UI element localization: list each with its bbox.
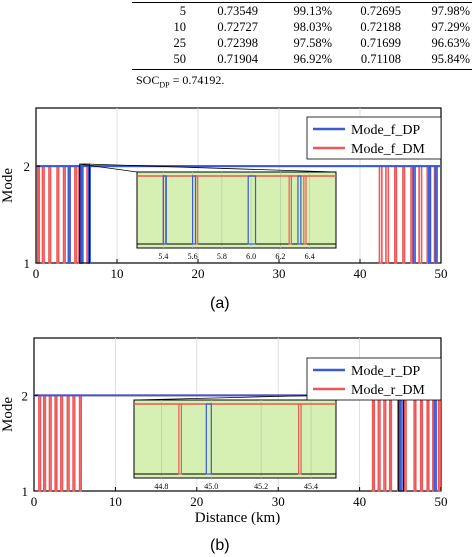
inset-tick-label: 45.4 <box>304 482 318 491</box>
series-pulse-Mode_f_DP <box>412 165 416 264</box>
legend-box <box>306 116 442 160</box>
table-cell: 10 <box>173 20 187 34</box>
table-row: 50 0.71904 96.92% 0.71108 95.84% <box>132 52 472 68</box>
inset-tick-label: 5.8 <box>217 252 227 261</box>
inset-pulse-dp <box>247 175 257 245</box>
inset-pulse-dp <box>297 175 302 245</box>
table-cell: 0.71904 <box>217 52 258 66</box>
x-tick-label: 30 <box>272 494 285 509</box>
table-cell: 95.84% <box>431 52 470 66</box>
legend-label: Mode_f_DM <box>351 142 425 157</box>
footnote-value: = 0.74192. <box>169 73 225 87</box>
x-tick-label: 0 <box>31 494 38 509</box>
inset-pulse-dp <box>162 175 167 245</box>
table-bottom-rule <box>132 69 472 70</box>
table-cell: 97.58% <box>293 36 332 50</box>
x-tick-label: 20 <box>190 494 203 509</box>
inset-tick-label: 6.0 <box>246 252 256 261</box>
chart-panel-a: 0 10 20 30 40 50 1 2 Mode 5.4 5.6 5.8 6.0 6.2 6.4 Mode_… <box>0 107 448 281</box>
x-tick-label: 40 <box>354 266 367 281</box>
x-tick-label: 10 <box>111 266 124 281</box>
inset-tick-label: 45.0 <box>204 482 218 491</box>
table-cell: 99.13% <box>293 4 332 18</box>
chart-panel-b: 0 10 20 30 40 50 1 2 Mode Distance (km) 44.8 45.0 45… <box>0 337 448 526</box>
y-tick-label: 1 <box>24 256 31 271</box>
series-pulse-Mode_f_DP <box>434 165 438 264</box>
x-tick-label: 30 <box>273 266 286 281</box>
footnote-subscript: DP <box>159 80 170 90</box>
inset-pulse-dm <box>297 403 302 475</box>
inset-tick-label: 6.2 <box>275 252 285 261</box>
table-cell: 97.29% <box>431 20 470 34</box>
legend-label: Mode_r_DM <box>351 383 425 398</box>
zoom-connector <box>89 163 337 173</box>
inset-tick-label: 44.8 <box>154 482 168 491</box>
inset-pulse-dm <box>303 175 307 245</box>
legend-box <box>306 357 442 401</box>
zoom-connector <box>79 163 138 173</box>
table-cell: 98.03% <box>293 20 332 34</box>
zoom-region-box <box>79 163 90 264</box>
inset-tick-label: 5.4 <box>158 252 168 261</box>
y-axis-label: Mode <box>0 168 16 203</box>
table-cell: 25 <box>173 36 187 50</box>
table-cell: 97.98% <box>431 4 470 18</box>
y-tick-label: 2 <box>24 159 31 174</box>
y-tick-label: 1 <box>22 484 29 499</box>
legend-label: Mode_r_DP <box>351 364 420 379</box>
table-cell: 5 <box>179 4 186 18</box>
table-cell: 0.72188 <box>360 20 401 34</box>
inset-pulse-dm <box>288 175 292 245</box>
x-tick-label: 50 <box>435 266 448 281</box>
series-pulse-Mode_f_DP <box>428 165 432 264</box>
table-cell: 96.92% <box>293 52 332 66</box>
table-top-rule <box>132 2 472 3</box>
y-tick-label: 2 <box>22 388 29 403</box>
footnote-prefix: SOC <box>136 73 160 87</box>
table-cell: 0.72398 <box>217 36 258 50</box>
series-pulse-Mode_f_DP <box>67 165 71 264</box>
inset-pulse-dp <box>192 175 197 245</box>
table-cell: 96.63% <box>431 36 470 50</box>
x-axis-label: Distance (km) <box>195 510 280 526</box>
x-tick-label: 10 <box>109 494 122 509</box>
table-cell: 0.71699 <box>360 36 401 50</box>
inset-tick-label: 6.4 <box>305 252 315 261</box>
series-pulse-Mode_f_DP <box>80 165 84 264</box>
table-cell: 50 <box>173 52 187 66</box>
table-row: 10 0.72727 98.03% 0.72188 97.29% <box>132 20 472 36</box>
x-tick-label: 40 <box>353 494 366 509</box>
table-footnote: SOCDP = 0.74192. <box>136 73 224 89</box>
y-axis-label: Mode <box>0 397 16 432</box>
panel-label-b: (b) <box>210 537 230 554</box>
x-tick-label: 50 <box>435 494 448 509</box>
table-cell: 0.72727 <box>217 20 258 34</box>
inset-plot-area <box>136 171 337 249</box>
panel-label-a: (a) <box>210 295 230 312</box>
table-cell: 0.71108 <box>360 52 401 66</box>
x-tick-label: 20 <box>192 266 205 281</box>
table-row: 5 0.73549 99.13% 0.72695 97.98% <box>132 4 472 20</box>
legend-label: Mode_f_DP <box>351 123 420 138</box>
x-tick-label: 0 <box>33 266 40 281</box>
table-row: 25 0.72398 97.58% 0.71699 96.63% <box>132 36 472 52</box>
inset-tick-label: 45.2 <box>254 482 268 491</box>
inset-tick-label: 5.6 <box>188 252 198 261</box>
inset-plot-area <box>133 399 337 479</box>
inset-pulse-dm <box>178 403 182 475</box>
table-cell: 0.72695 <box>360 4 401 18</box>
table-cell: 0.73549 <box>217 4 258 18</box>
inset-pulse-dp <box>205 403 212 475</box>
